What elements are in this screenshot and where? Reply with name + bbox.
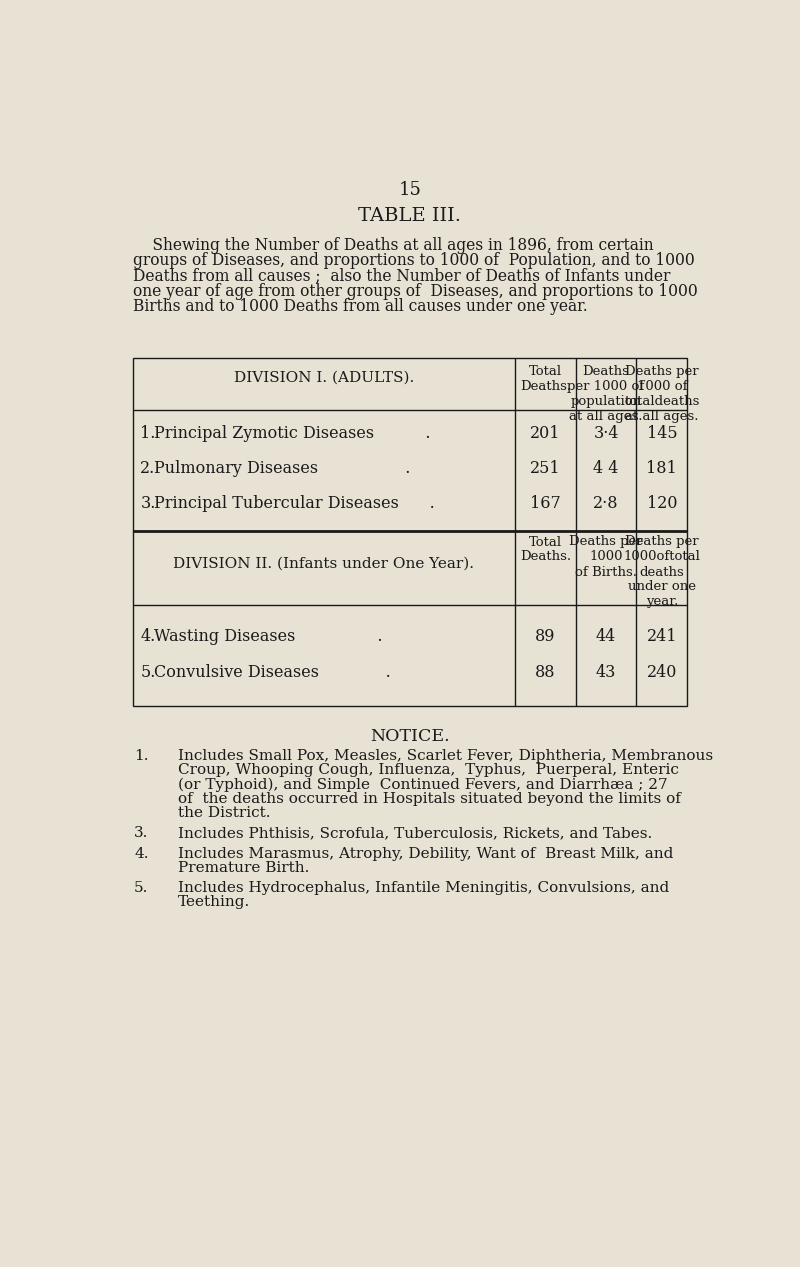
Text: Principal Zymotic Diseases          .: Principal Zymotic Diseases . <box>154 426 430 442</box>
Text: Deaths from all causes ;  also the Number of Deaths of Infants under: Deaths from all causes ; also the Number… <box>133 267 670 285</box>
Text: 1.: 1. <box>134 749 149 763</box>
Text: 5.: 5. <box>134 882 149 896</box>
Text: Deaths per
1000 of
totaldeaths
at all ages.: Deaths per 1000 of totaldeaths at all ag… <box>624 365 699 423</box>
Text: 4.: 4. <box>134 846 149 860</box>
Text: 3·4: 3·4 <box>594 426 619 442</box>
Text: Pulmonary Diseases                 .: Pulmonary Diseases . <box>154 460 410 478</box>
Text: groups of Diseases, and proportions to 1000 of  Population, and to 1000: groups of Diseases, and proportions to 1… <box>133 252 694 269</box>
Text: of  the deaths occurred in Hospitals situated beyond the limits of: of the deaths occurred in Hospitals situ… <box>178 792 680 806</box>
Text: (or Typhoid), and Simple  Continued Fevers, and Diarrhæa ; 27: (or Typhoid), and Simple Continued Fever… <box>178 777 667 792</box>
Text: TABLE III.: TABLE III. <box>358 208 462 226</box>
Text: Croup, Whooping Cough, Influenza,  Typhus,  Puerperal, Enteric: Croup, Whooping Cough, Influenza, Typhus… <box>178 763 678 777</box>
Text: 201: 201 <box>530 426 561 442</box>
Text: 43: 43 <box>596 664 616 682</box>
Text: Includes Small Pox, Measles, Scarlet Fever, Diphtheria, Membranous: Includes Small Pox, Measles, Scarlet Fev… <box>178 749 713 763</box>
Text: DIVISION I. (ADULTS).: DIVISION I. (ADULTS). <box>234 371 414 385</box>
Text: 4 4: 4 4 <box>594 460 618 478</box>
Text: one year of age from other groups of  Diseases, and proportions to 1000: one year of age from other groups of Dis… <box>133 283 698 300</box>
Text: Deaths per
1000oftotal
deaths
under one
year.: Deaths per 1000oftotal deaths under one … <box>623 536 700 608</box>
Text: 4.: 4. <box>140 628 155 645</box>
Text: Principal Tubercular Diseases      .: Principal Tubercular Diseases . <box>154 494 435 512</box>
Text: 145: 145 <box>646 426 677 442</box>
Text: Deaths
per 1000 of
population
at all ages.: Deaths per 1000 of population at all age… <box>567 365 645 423</box>
Text: Premature Birth.: Premature Birth. <box>178 860 309 874</box>
Text: 1.: 1. <box>140 426 156 442</box>
Text: 5.: 5. <box>140 664 156 682</box>
Text: NOTICE.: NOTICE. <box>370 729 450 745</box>
Text: 88: 88 <box>535 664 556 682</box>
Text: the District.: the District. <box>178 806 270 820</box>
Text: Shewing the Number of Deaths at all ages in 1896, from certain: Shewing the Number of Deaths at all ages… <box>133 237 653 253</box>
Text: 167: 167 <box>530 494 561 512</box>
Text: Includes Marasmus, Atrophy, Debility, Want of  Breast Milk, and: Includes Marasmus, Atrophy, Debility, Wa… <box>178 846 673 860</box>
Text: 44: 44 <box>596 628 616 645</box>
Text: Wasting Diseases                .: Wasting Diseases . <box>154 628 382 645</box>
Text: 3.: 3. <box>140 494 156 512</box>
Text: Includes Hydrocephalus, Infantile Meningitis, Convulsions, and: Includes Hydrocephalus, Infantile Mening… <box>178 882 669 896</box>
Text: 2.: 2. <box>140 460 155 478</box>
Text: Total
Deaths.: Total Deaths. <box>520 536 571 564</box>
Text: Includes Phthisis, Scrofula, Tuberculosis, Rickets, and Tabes.: Includes Phthisis, Scrofula, Tuberculosi… <box>178 826 652 840</box>
Bar <box>133 359 687 707</box>
Text: Deaths per
1000
of Births.: Deaths per 1000 of Births. <box>570 536 643 579</box>
Text: DIVISION II. (Infants under One Year).: DIVISION II. (Infants under One Year). <box>174 557 474 571</box>
Text: Teething.: Teething. <box>178 896 250 910</box>
Text: Total
Deaths.: Total Deaths. <box>520 365 571 393</box>
Text: 89: 89 <box>535 628 556 645</box>
Text: Births and to 1000 Deaths from all causes under one year.: Births and to 1000 Deaths from all cause… <box>133 298 587 315</box>
Text: Convulsive Diseases             .: Convulsive Diseases . <box>154 664 391 682</box>
Text: 2·8: 2·8 <box>594 494 619 512</box>
Text: 241: 241 <box>646 628 677 645</box>
Text: 3.: 3. <box>134 826 149 840</box>
Text: 15: 15 <box>398 181 422 199</box>
Text: 251: 251 <box>530 460 561 478</box>
Text: 240: 240 <box>646 664 677 682</box>
Text: 120: 120 <box>646 494 677 512</box>
Text: 181: 181 <box>646 460 678 478</box>
